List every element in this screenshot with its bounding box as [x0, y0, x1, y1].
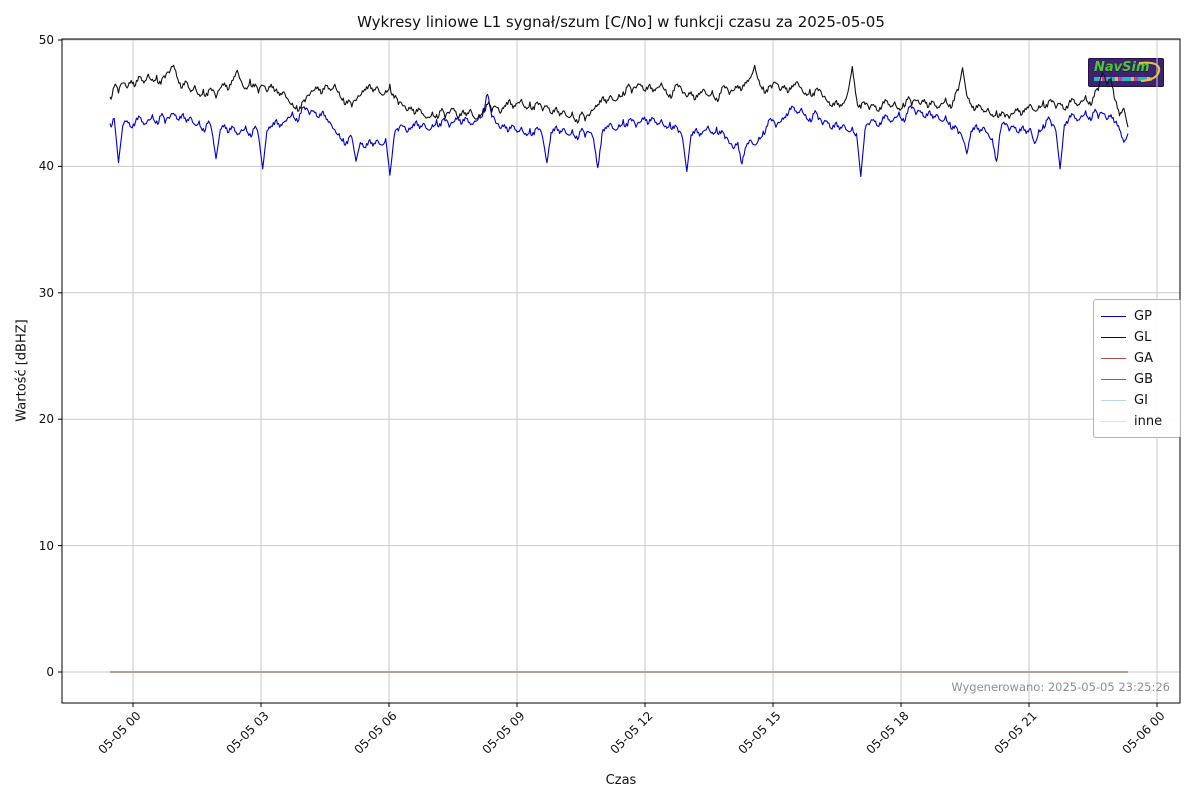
legend-entry: inne: [1101, 411, 1172, 431]
legend-entry: GL: [1101, 327, 1172, 347]
navsim-logo-text: NavSim: [1094, 60, 1150, 75]
legend-line-swatch: [1101, 357, 1126, 359]
legend-entry-label: GA: [1134, 350, 1153, 366]
legend-line-swatch: [1101, 378, 1126, 380]
logo-swoosh-icon: [1138, 61, 1161, 82]
legend-line-swatch: [1101, 420, 1126, 422]
navsim-watermark-logo: NavSim: [1088, 58, 1164, 87]
navsim-logo-tagline: [1094, 77, 1152, 81]
legend-entry: GP: [1101, 306, 1172, 326]
legend-entry: GA: [1101, 348, 1172, 368]
y-tick-label: 20: [38, 412, 54, 426]
legend-entry-label: inne: [1134, 413, 1163, 429]
legend-entry-label: GB: [1134, 371, 1153, 387]
legend-entry: GI: [1101, 390, 1172, 410]
x-axis-label: Czas: [605, 773, 637, 788]
generated-timestamp: Wygenerowano: 2025-05-05 23:25:26: [951, 680, 1170, 694]
y-tick-label: 50: [38, 33, 54, 47]
legend-line-swatch: [1101, 399, 1126, 401]
legend-entry-label: GP: [1134, 308, 1152, 324]
legend-line-swatch: [1101, 336, 1126, 338]
y-tick-label: 10: [38, 539, 54, 553]
legend: GP GL GA GB GI inne: [1093, 299, 1181, 438]
legend-entry-label: GL: [1134, 329, 1152, 345]
legend-entry: GB: [1101, 369, 1172, 389]
y-tick-label: 30: [38, 286, 54, 300]
legend-line-swatch: [1101, 315, 1126, 317]
legend-entry-label: GI: [1134, 392, 1148, 408]
chart-title: Wykresy liniowe L1 sygnał/szum [C/No] w …: [357, 13, 885, 31]
y-tick-label: 40: [38, 159, 54, 173]
y-tick-label: 0: [46, 665, 54, 679]
